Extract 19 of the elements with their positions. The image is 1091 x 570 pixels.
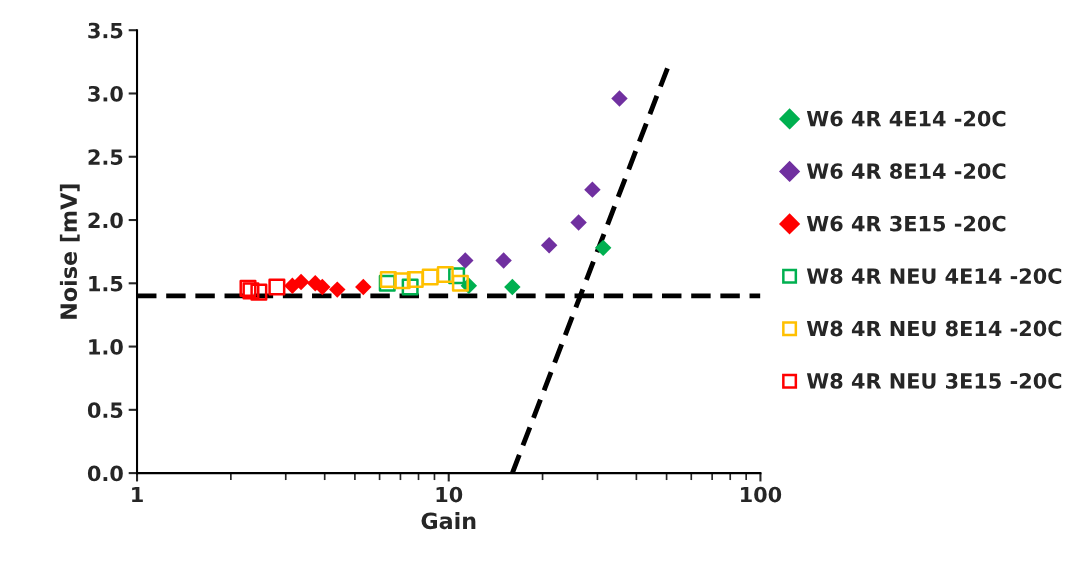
x-axis-title: Gain [421, 512, 476, 530]
x-tick-label: 1 [132, 486, 143, 503]
legend-label: W6 4R 4E14 -20C [806, 110, 1006, 127]
y-tick-label: 0.5 [87, 402, 123, 419]
y-tick-label: 3.0 [88, 85, 123, 102]
x-tick-label: 100 [741, 486, 782, 503]
legend-label: W6 4R 8E14 -20C [806, 163, 1006, 180]
legend-label: W8 4R NEU 8E14 -20C [806, 320, 1062, 337]
legend-label: W8 4R NEU 3E15 -20C [806, 373, 1062, 389]
y-tick-label: 2.0 [88, 212, 123, 229]
y-tick-label: 2.5 [88, 149, 123, 165]
x-tick-label: 10 [436, 486, 463, 503]
y-tick-label: 1.5 [89, 276, 123, 292]
y-tick-label: 1.0 [89, 339, 123, 355]
legend-label: W6 4R 3E15 -20C [806, 215, 1006, 232]
y-axis-title: Noise [mV] [59, 184, 80, 319]
legend-label: W8 4R NEU 4E14 -20C [806, 268, 1062, 284]
y-tick-label: 3.5 [88, 22, 123, 39]
y-tick-label: 0.0 [87, 465, 123, 482]
